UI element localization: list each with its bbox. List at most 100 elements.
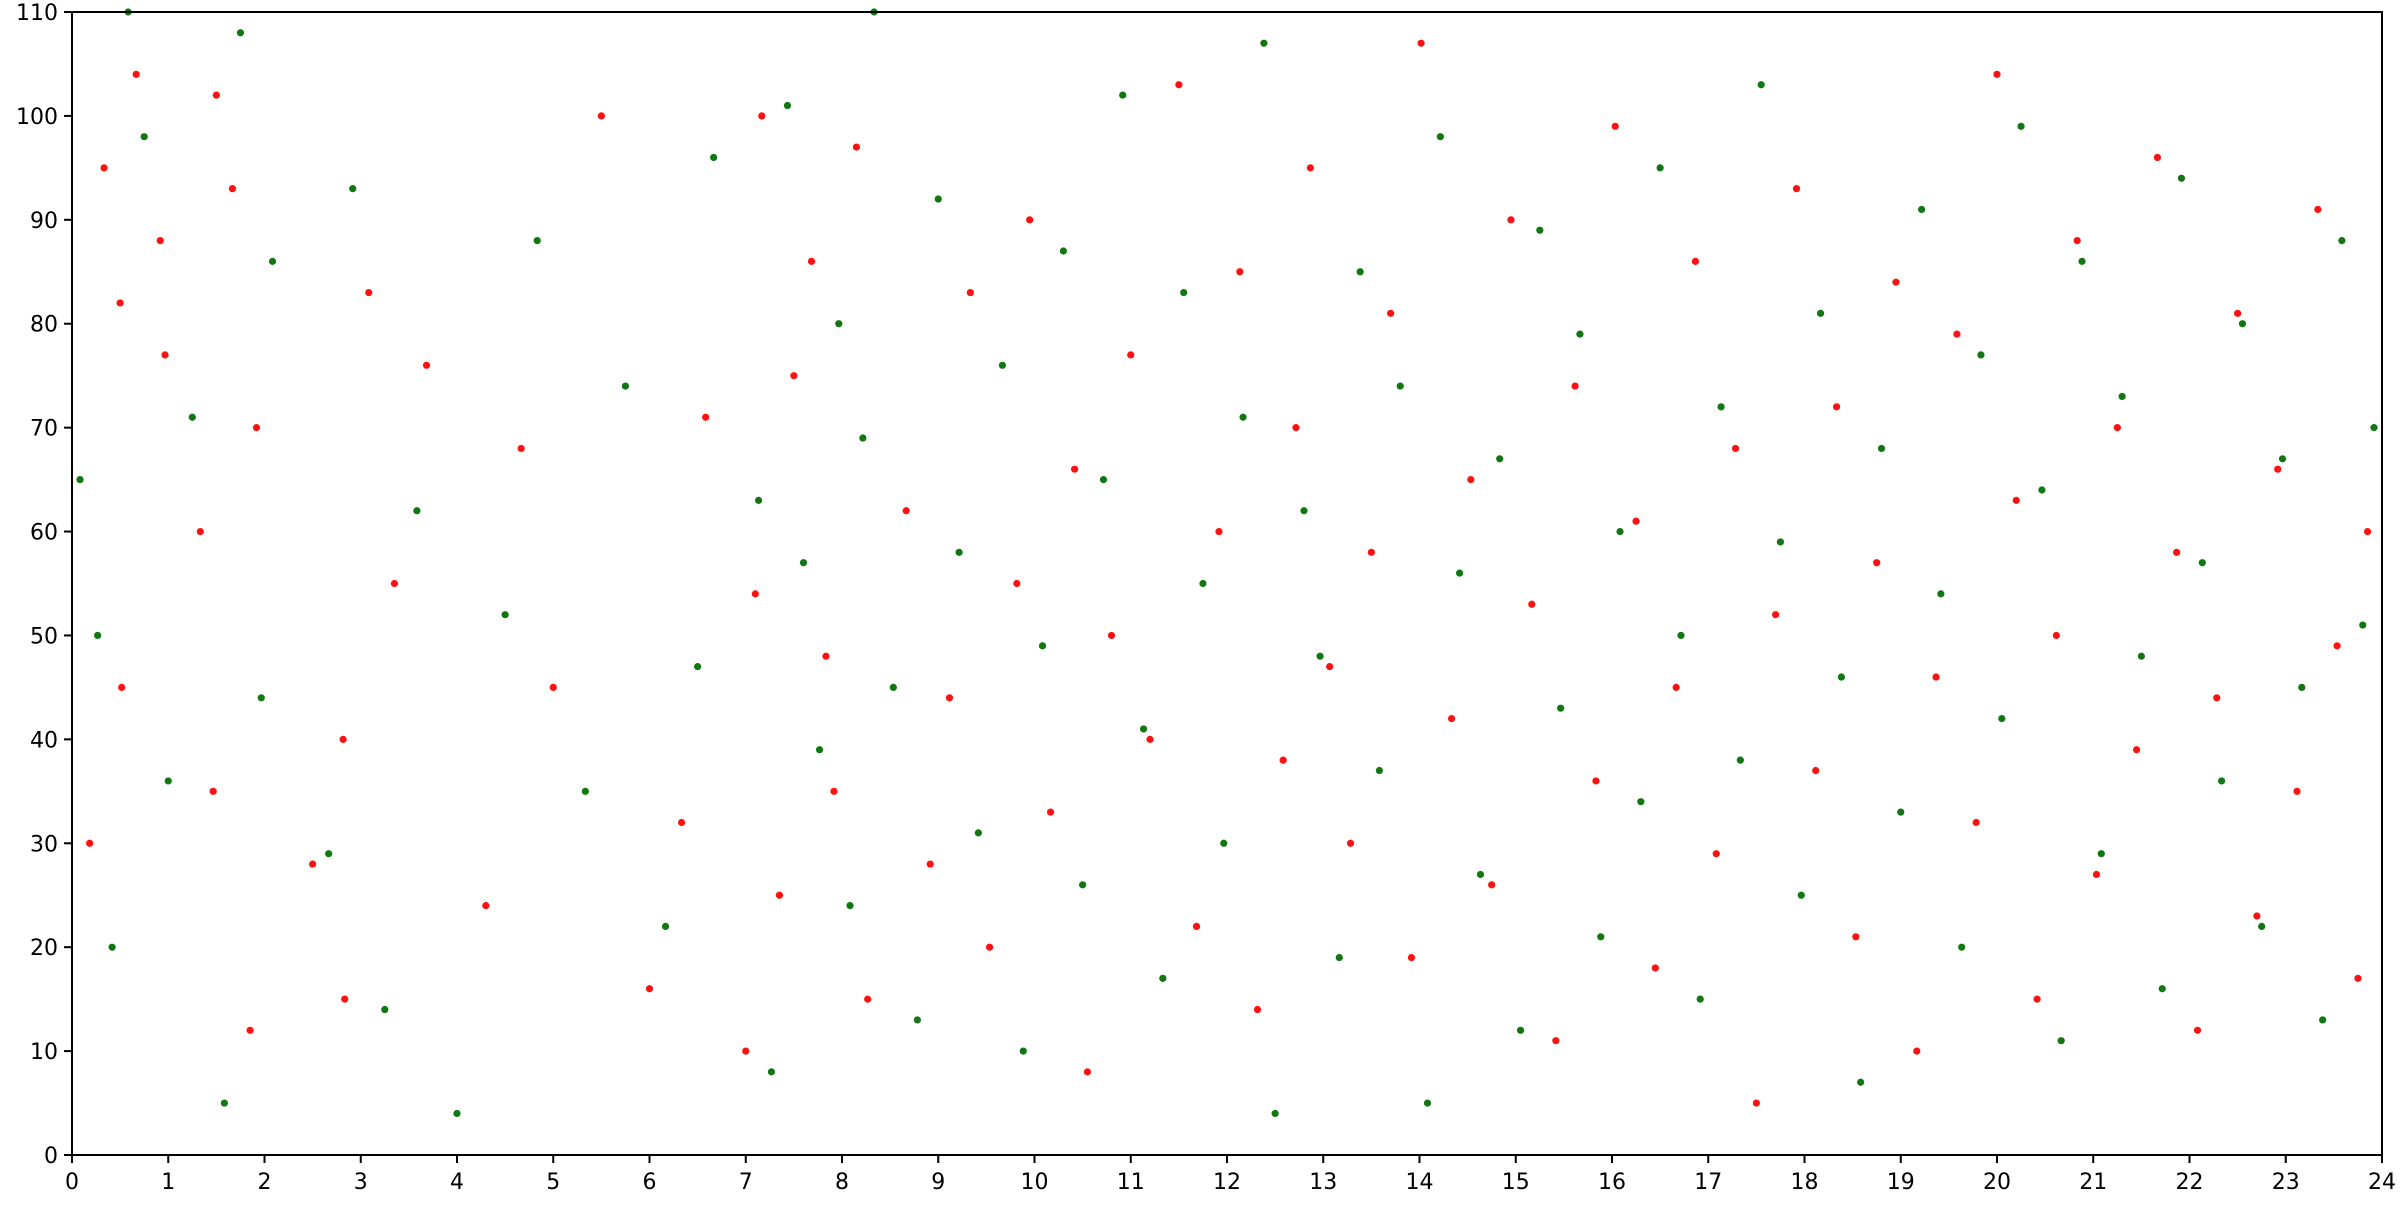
scatter-point bbox=[94, 631, 102, 640]
y-tick-label: 40 bbox=[30, 728, 58, 753]
scatter-point bbox=[1576, 330, 1584, 338]
scatter-point bbox=[2118, 392, 2126, 401]
scatter-point bbox=[1220, 839, 1228, 847]
scatter-point bbox=[822, 652, 830, 660]
scatter-point bbox=[2137, 652, 2145, 660]
scatter-point bbox=[702, 413, 710, 421]
scatter-point bbox=[220, 1099, 228, 1107]
scatter-point bbox=[1387, 309, 1395, 317]
scatter-point bbox=[1597, 933, 1605, 941]
scatter-point bbox=[1192, 922, 1201, 931]
scatter-point bbox=[257, 694, 265, 702]
series-green-points bbox=[76, 8, 2378, 1118]
scatter-point bbox=[2338, 237, 2346, 245]
scatter-point bbox=[1592, 777, 1600, 785]
scatter-point bbox=[228, 185, 237, 193]
scatter-point bbox=[645, 985, 654, 993]
scatter-point bbox=[1857, 1078, 1865, 1086]
scatter-point bbox=[1046, 808, 1055, 816]
x-tick-label: 15 bbox=[1502, 1170, 1530, 1195]
x-tick-label: 17 bbox=[1694, 1170, 1722, 1195]
scatter-point bbox=[1873, 559, 1881, 567]
scatter-point bbox=[2057, 1037, 2065, 1045]
scatter-point bbox=[209, 787, 217, 795]
scatter-point bbox=[118, 683, 126, 692]
scatter-point bbox=[1071, 465, 1079, 473]
scatter-point bbox=[1953, 330, 1961, 338]
scatter-point bbox=[677, 818, 686, 827]
scatter-point bbox=[2038, 486, 2046, 494]
scatter-point bbox=[1528, 600, 1536, 608]
axes-layer: 0 1 2 3 4 5 6 7 8 9 10 11 12 13 14 15 16 17 18 19 20 21 22 23 24… bbox=[16, 1, 2396, 1195]
scatter-point bbox=[156, 237, 164, 245]
scatter-point bbox=[325, 850, 333, 858]
scatter-point bbox=[349, 185, 357, 193]
scatter-point bbox=[1306, 164, 1315, 172]
scatter-point bbox=[1239, 413, 1247, 421]
series-red-points bbox=[86, 39, 2372, 1107]
scatter-point bbox=[453, 1109, 461, 1118]
scatter-point bbox=[2213, 694, 2221, 702]
scatter-point bbox=[621, 382, 630, 390]
scatter-point bbox=[1139, 725, 1148, 733]
scatter-point bbox=[1812, 766, 1820, 775]
scatter-point bbox=[2132, 746, 2141, 754]
scatter-point bbox=[1757, 81, 1765, 89]
scatter-point bbox=[864, 995, 872, 1003]
scatter-point bbox=[1651, 964, 1659, 972]
scatter-point bbox=[2153, 153, 2162, 162]
scatter-point bbox=[132, 70, 140, 78]
scatter-point bbox=[2258, 922, 2266, 931]
scatter-point bbox=[2293, 787, 2301, 795]
x-tick-label: 4 bbox=[450, 1170, 464, 1195]
scatter-point bbox=[1776, 538, 1785, 546]
y-tick-label: 80 bbox=[30, 313, 58, 338]
scatter-point bbox=[934, 195, 942, 203]
scatter-point bbox=[1913, 1047, 1921, 1055]
scatter-point bbox=[1892, 278, 1900, 286]
scatter-point bbox=[2012, 496, 2020, 504]
scatter-point bbox=[1107, 631, 1116, 640]
scatter-point bbox=[2033, 995, 2041, 1003]
scatter-point bbox=[835, 320, 843, 328]
scatter-point bbox=[1326, 663, 1334, 671]
scatter-point bbox=[2298, 683, 2306, 692]
x-tick-label: 5 bbox=[546, 1170, 560, 1195]
scatter-point bbox=[2253, 912, 2261, 920]
scatter-point bbox=[1316, 652, 1324, 660]
scatter-point bbox=[2052, 631, 2060, 640]
scatter-point bbox=[1772, 611, 1780, 619]
scatter-point bbox=[339, 735, 347, 743]
x-tick-label: 0 bbox=[65, 1170, 79, 1195]
x-tick-label: 18 bbox=[1791, 1170, 1819, 1195]
scatter-point bbox=[1932, 673, 1940, 681]
scatter-point bbox=[1146, 735, 1154, 743]
scatter-point bbox=[1837, 673, 1845, 681]
scatter-point bbox=[2370, 424, 2378, 432]
scatter-point bbox=[1119, 91, 1127, 99]
scatter-point bbox=[1417, 39, 1425, 47]
scatter-point bbox=[767, 1068, 776, 1076]
scatter-point bbox=[710, 153, 718, 162]
scatter-point bbox=[913, 1016, 921, 1024]
scatter-point bbox=[1026, 216, 1034, 224]
x-tick-label: 6 bbox=[643, 1170, 657, 1195]
scatter-point bbox=[1998, 714, 2006, 723]
scatter-point bbox=[1507, 216, 1515, 224]
scatter-point bbox=[1516, 1026, 1525, 1034]
scatter-point bbox=[1356, 268, 1364, 276]
scatter-point bbox=[1816, 309, 1825, 317]
scatter-point bbox=[998, 361, 1007, 369]
scatter-point bbox=[1407, 953, 1416, 962]
scatter-point bbox=[694, 663, 702, 671]
scatter-point bbox=[955, 548, 963, 556]
scatter-point bbox=[2078, 257, 2086, 265]
x-tick-label: 13 bbox=[1309, 1170, 1337, 1195]
y-tick-label: 50 bbox=[30, 624, 58, 649]
scatter-point bbox=[2319, 1016, 2327, 1024]
scatter-point bbox=[926, 860, 934, 868]
scatter-point bbox=[1127, 351, 1135, 359]
scatter-point bbox=[309, 860, 317, 868]
